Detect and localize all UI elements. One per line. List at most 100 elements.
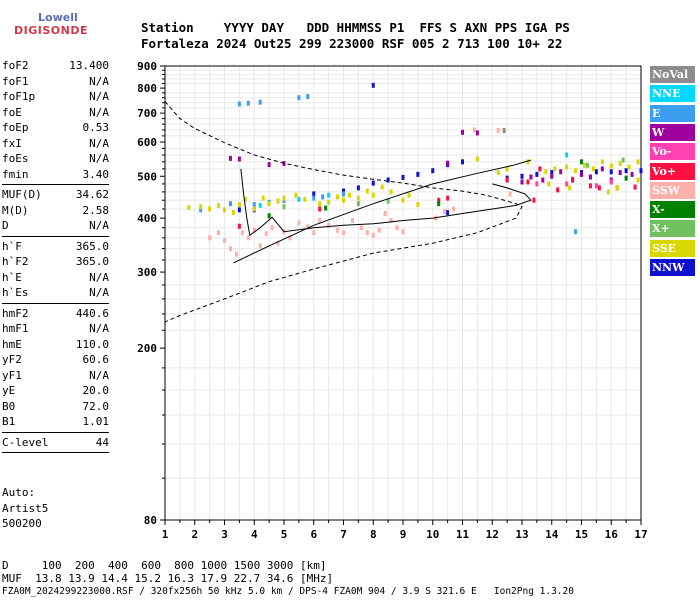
data-point xyxy=(303,196,307,202)
param-key: MUF(D) xyxy=(2,188,42,201)
data-point xyxy=(342,230,345,236)
param-value: 2.58 xyxy=(82,203,110,217)
param-value: 0.53 xyxy=(82,121,110,134)
param-key: h`F2 xyxy=(2,255,29,268)
param-value: 440.6 xyxy=(75,306,109,320)
data-point xyxy=(588,183,592,189)
data-point xyxy=(252,227,256,233)
data-point xyxy=(217,230,221,236)
data-point xyxy=(535,171,539,177)
param-row: yF2 60.6 xyxy=(2,352,109,368)
data-point xyxy=(371,232,375,238)
scaled-parameters-panel: foF2 13.400 foF1 N/A foF1p N/A foE N/A foEp 0.53 f… xyxy=(2,58,109,455)
param-key: B0 xyxy=(2,399,16,413)
x-tick-label: 5 xyxy=(281,528,288,541)
param-row: fmin 3.40 xyxy=(2,167,109,183)
data-point xyxy=(267,201,271,207)
data-point xyxy=(276,198,280,204)
data-point xyxy=(327,222,331,228)
data-point xyxy=(600,159,604,165)
data-point xyxy=(452,206,456,212)
data-point xyxy=(246,235,250,241)
param-row: h`E N/A xyxy=(2,270,109,286)
param-value: N/A xyxy=(89,74,109,88)
param-value: N/A xyxy=(89,136,109,150)
data-point xyxy=(282,204,286,210)
data-point xyxy=(365,230,369,236)
y-tick-label: 300 xyxy=(137,266,157,279)
autoscaler-code: 500200 xyxy=(2,517,42,530)
data-point xyxy=(520,173,524,179)
param-key: foF2 xyxy=(2,59,29,72)
data-point xyxy=(187,205,191,211)
data-point xyxy=(609,163,613,169)
param-key: yE xyxy=(2,384,16,397)
data-point xyxy=(243,196,247,202)
data-point xyxy=(380,184,384,190)
data-point xyxy=(624,168,628,174)
data-point xyxy=(633,184,637,190)
curve-profile xyxy=(240,168,532,237)
data-point xyxy=(246,100,250,106)
param-value: 20.0 xyxy=(82,384,110,397)
y-tick-label: 900 xyxy=(137,60,157,73)
data-point xyxy=(199,204,203,210)
data-point xyxy=(580,171,583,177)
data-point xyxy=(437,201,441,207)
data-point xyxy=(223,207,226,213)
data-point xyxy=(377,227,381,233)
legend-item: W xyxy=(650,123,695,141)
data-point xyxy=(618,170,622,176)
data-point xyxy=(571,176,575,182)
data-point xyxy=(443,208,447,214)
param-row: MUF(D) 34.62 xyxy=(2,187,109,203)
data-point xyxy=(565,181,569,187)
data-point xyxy=(401,197,405,203)
data-point xyxy=(356,195,360,201)
param-value: N/A xyxy=(89,322,109,335)
data-point xyxy=(550,170,554,176)
data-point xyxy=(350,217,354,223)
data-point xyxy=(312,230,316,236)
x-tick-label: 13 xyxy=(515,528,528,541)
param-row: foEs N/A xyxy=(2,151,109,167)
data-point xyxy=(318,206,322,212)
legend-item: E xyxy=(650,104,695,122)
data-point xyxy=(252,206,256,212)
data-point xyxy=(544,169,548,175)
param-key: yF2 xyxy=(2,353,22,366)
data-point xyxy=(556,187,560,193)
y-tick-label: 700 xyxy=(137,107,157,120)
data-point xyxy=(496,170,500,176)
x-tick-label: 16 xyxy=(605,528,619,541)
param-row: B0 72.0 xyxy=(2,399,109,415)
curve-model xyxy=(164,101,523,323)
y-tick-label: 500 xyxy=(137,170,157,183)
data-point xyxy=(208,235,212,241)
data-point xyxy=(446,160,450,166)
data-point xyxy=(371,180,375,186)
data-point xyxy=(535,181,539,187)
data-point xyxy=(228,246,232,252)
param-value: 365.0 xyxy=(75,255,109,268)
param-value: N/A xyxy=(89,152,109,165)
data-point xyxy=(356,185,360,191)
param-row: D N/A xyxy=(2,218,109,234)
param-value: N/A xyxy=(89,90,109,103)
param-key: D xyxy=(2,219,9,232)
data-point xyxy=(538,166,542,172)
data-point xyxy=(386,177,390,183)
param-key: M(D) xyxy=(2,203,29,217)
data-point xyxy=(228,155,232,161)
data-point xyxy=(327,192,331,198)
param-row: foF2 13.400 xyxy=(2,58,109,74)
data-point xyxy=(582,162,586,168)
data-point xyxy=(475,156,479,162)
param-value: 3.40 xyxy=(82,167,110,181)
data-point xyxy=(618,161,622,167)
param-key: B1 xyxy=(2,415,16,428)
data-point xyxy=(327,199,331,205)
logo-digisonde-text: DIGISONDE xyxy=(14,24,88,37)
data-point xyxy=(461,159,464,165)
data-point xyxy=(532,197,536,203)
